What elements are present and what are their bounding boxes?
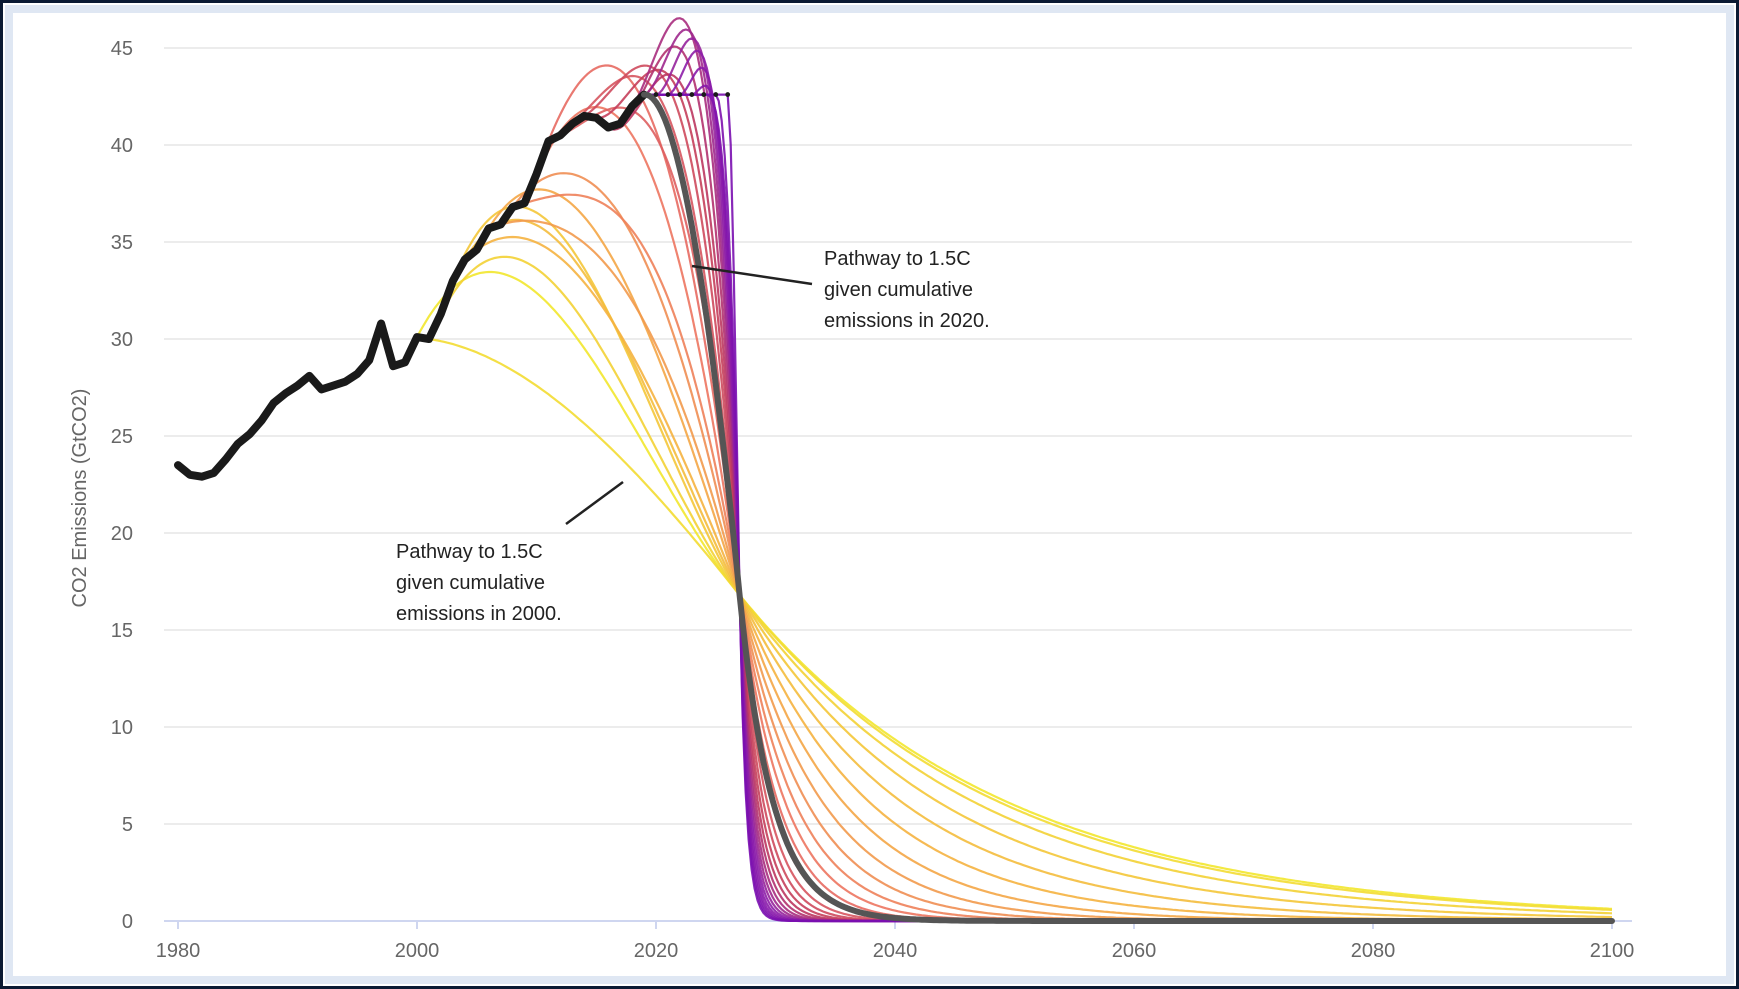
pathway-line-2007 xyxy=(500,219,1612,923)
y-tick-35: 35 xyxy=(111,232,133,254)
x-tick-2020: 2020 xyxy=(634,940,679,962)
annotation-2020-line-2: given cumulative xyxy=(824,279,973,301)
x-tick-2100: 2100 xyxy=(1590,940,1635,962)
grid-lines xyxy=(164,47,1632,922)
annotation-2000-leader xyxy=(565,480,624,526)
pathway-line-2000 xyxy=(416,270,1613,910)
y-axis-label: CO2 Emissions (GtCO2) xyxy=(69,389,91,608)
x-tick-2000: 2000 xyxy=(395,940,440,962)
plateau-dot-2020 xyxy=(653,92,659,97)
plateau-dot-2024 xyxy=(701,92,707,97)
pathway-line-2025 xyxy=(644,93,1612,923)
y-tick-30: 30 xyxy=(111,329,133,351)
pathway-line-2002 xyxy=(439,255,1613,915)
x-tick-2040: 2040 xyxy=(873,940,918,962)
plateau-dots xyxy=(653,92,731,97)
plateau-dot-2023 xyxy=(689,92,695,97)
pathway-2020-line xyxy=(641,91,1615,924)
pathway-line-2004 xyxy=(463,218,1613,921)
plateau-dot-2021 xyxy=(665,92,671,97)
y-tick-25: 25 xyxy=(111,426,133,448)
pathway-line-2001 xyxy=(428,337,1613,912)
y-tick-40: 40 xyxy=(111,135,133,157)
pathway-lines xyxy=(416,17,1613,923)
annotation-2000-line-1: Pathway to 1.5C xyxy=(396,541,543,563)
pathway-line-2008 xyxy=(511,172,1612,923)
y-tick-5: 5 xyxy=(122,814,133,836)
annotation-2000-line-2: given cumulative xyxy=(396,572,545,594)
historical-emissions-line xyxy=(174,90,648,481)
plateau-dot-2026 xyxy=(725,92,731,97)
pathway-line-2009 xyxy=(524,193,1612,923)
x-tick-labels: 1980 2000 2020 2040 2060 2080 2100 xyxy=(156,921,1635,962)
annotation-2020-leader xyxy=(691,264,813,286)
y-tick-45: 45 xyxy=(111,38,133,60)
pathway-line-2024 xyxy=(644,93,1612,923)
plateau-dot-2022 xyxy=(677,92,683,97)
y-tick-10: 10 xyxy=(111,717,133,739)
annotation-2020: Pathway to 1.5C given cumulative emissio… xyxy=(824,248,990,332)
annotation-2000: Pathway to 1.5C given cumulative emissio… xyxy=(396,541,562,625)
pathway-line-2022 xyxy=(644,66,1612,923)
plateau-dot-2025 xyxy=(713,92,719,97)
x-tick-2060: 2060 xyxy=(1112,940,1157,962)
annotation-2020-line-3: emissions in 2020. xyxy=(824,310,990,332)
pathway-line-2003 xyxy=(451,205,1613,919)
annotation-2020-line-1: Pathway to 1.5C xyxy=(824,248,971,270)
x-tick-2080: 2080 xyxy=(1351,940,1396,962)
pathway-line-2026 xyxy=(644,93,1612,923)
y-tick-20: 20 xyxy=(111,523,133,545)
annotation-2000-line-3: emissions in 2000. xyxy=(396,603,562,625)
y-tick-15: 15 xyxy=(111,620,133,642)
pathway-line-2023 xyxy=(644,84,1612,923)
x-tick-1980: 1980 xyxy=(156,940,201,962)
pathway-line-2006 xyxy=(487,188,1612,922)
y-tick-0: 0 xyxy=(122,911,133,933)
y-tick-labels: 0 5 10 15 20 25 30 35 40 45 xyxy=(111,38,133,933)
